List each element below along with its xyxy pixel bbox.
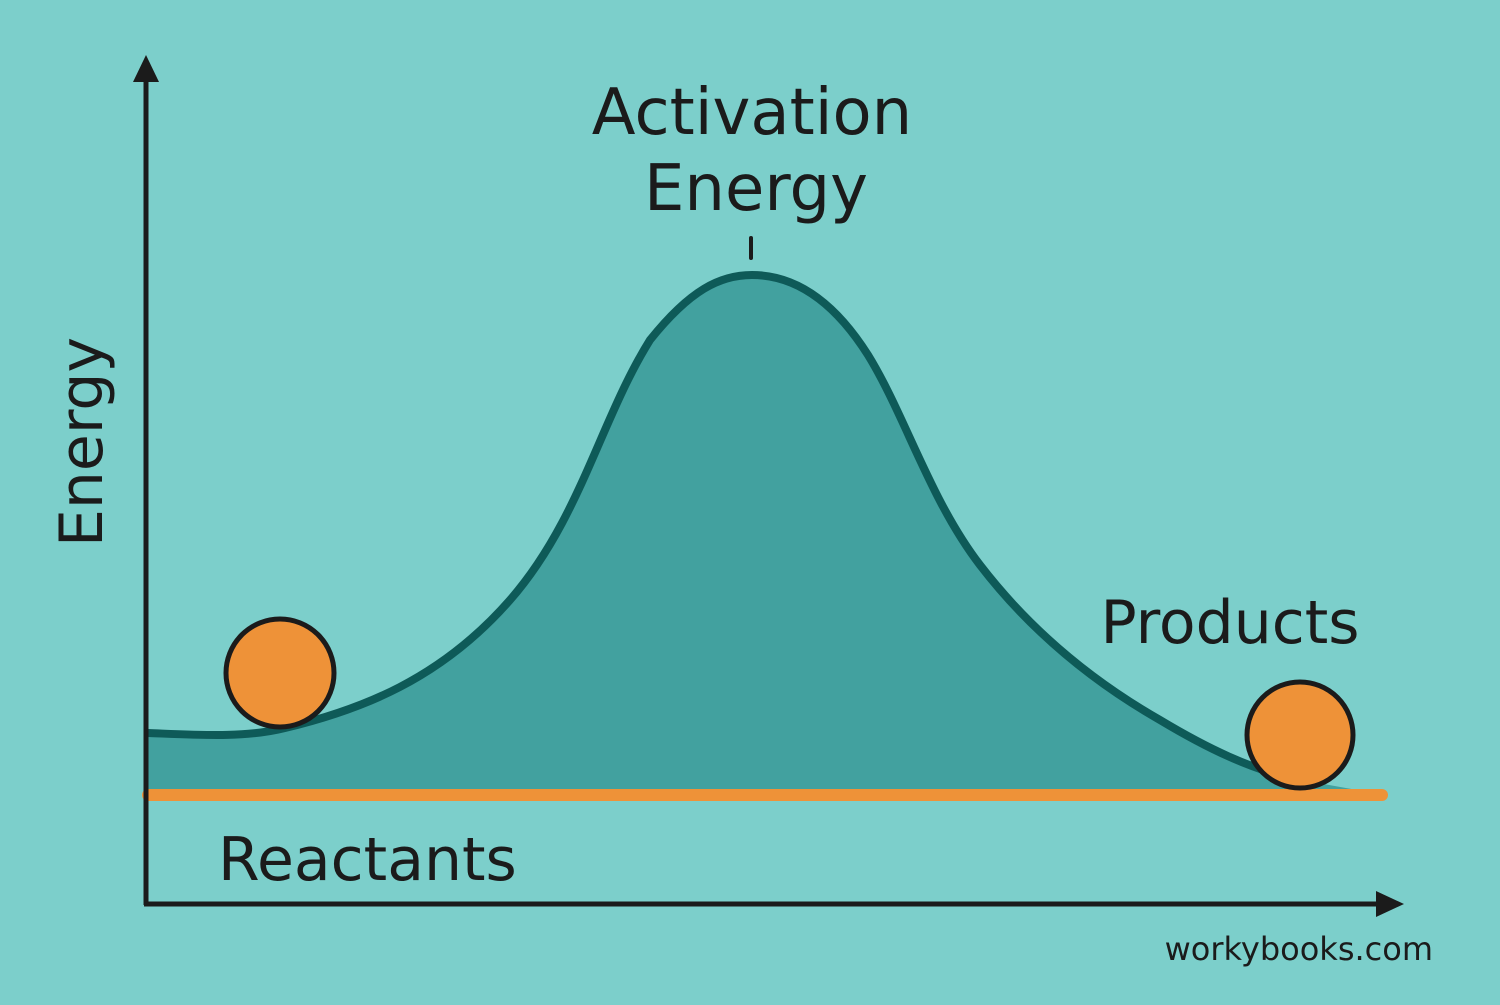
reactants-label: Reactants [218,825,517,895]
watermark: workybooks.com [1165,930,1433,968]
product-ball [1244,679,1356,791]
products-label: Products [1100,588,1359,658]
activation-energy-label-line2: Energy [644,152,868,226]
energy-curve [144,270,1294,782]
reactant-ball [223,616,337,730]
x-axis-arrowhead [1376,891,1404,917]
y-axis-label: Energy [47,337,117,547]
activation-energy-label-line1: Activation [592,76,912,150]
y-axis-arrowhead [133,55,159,82]
